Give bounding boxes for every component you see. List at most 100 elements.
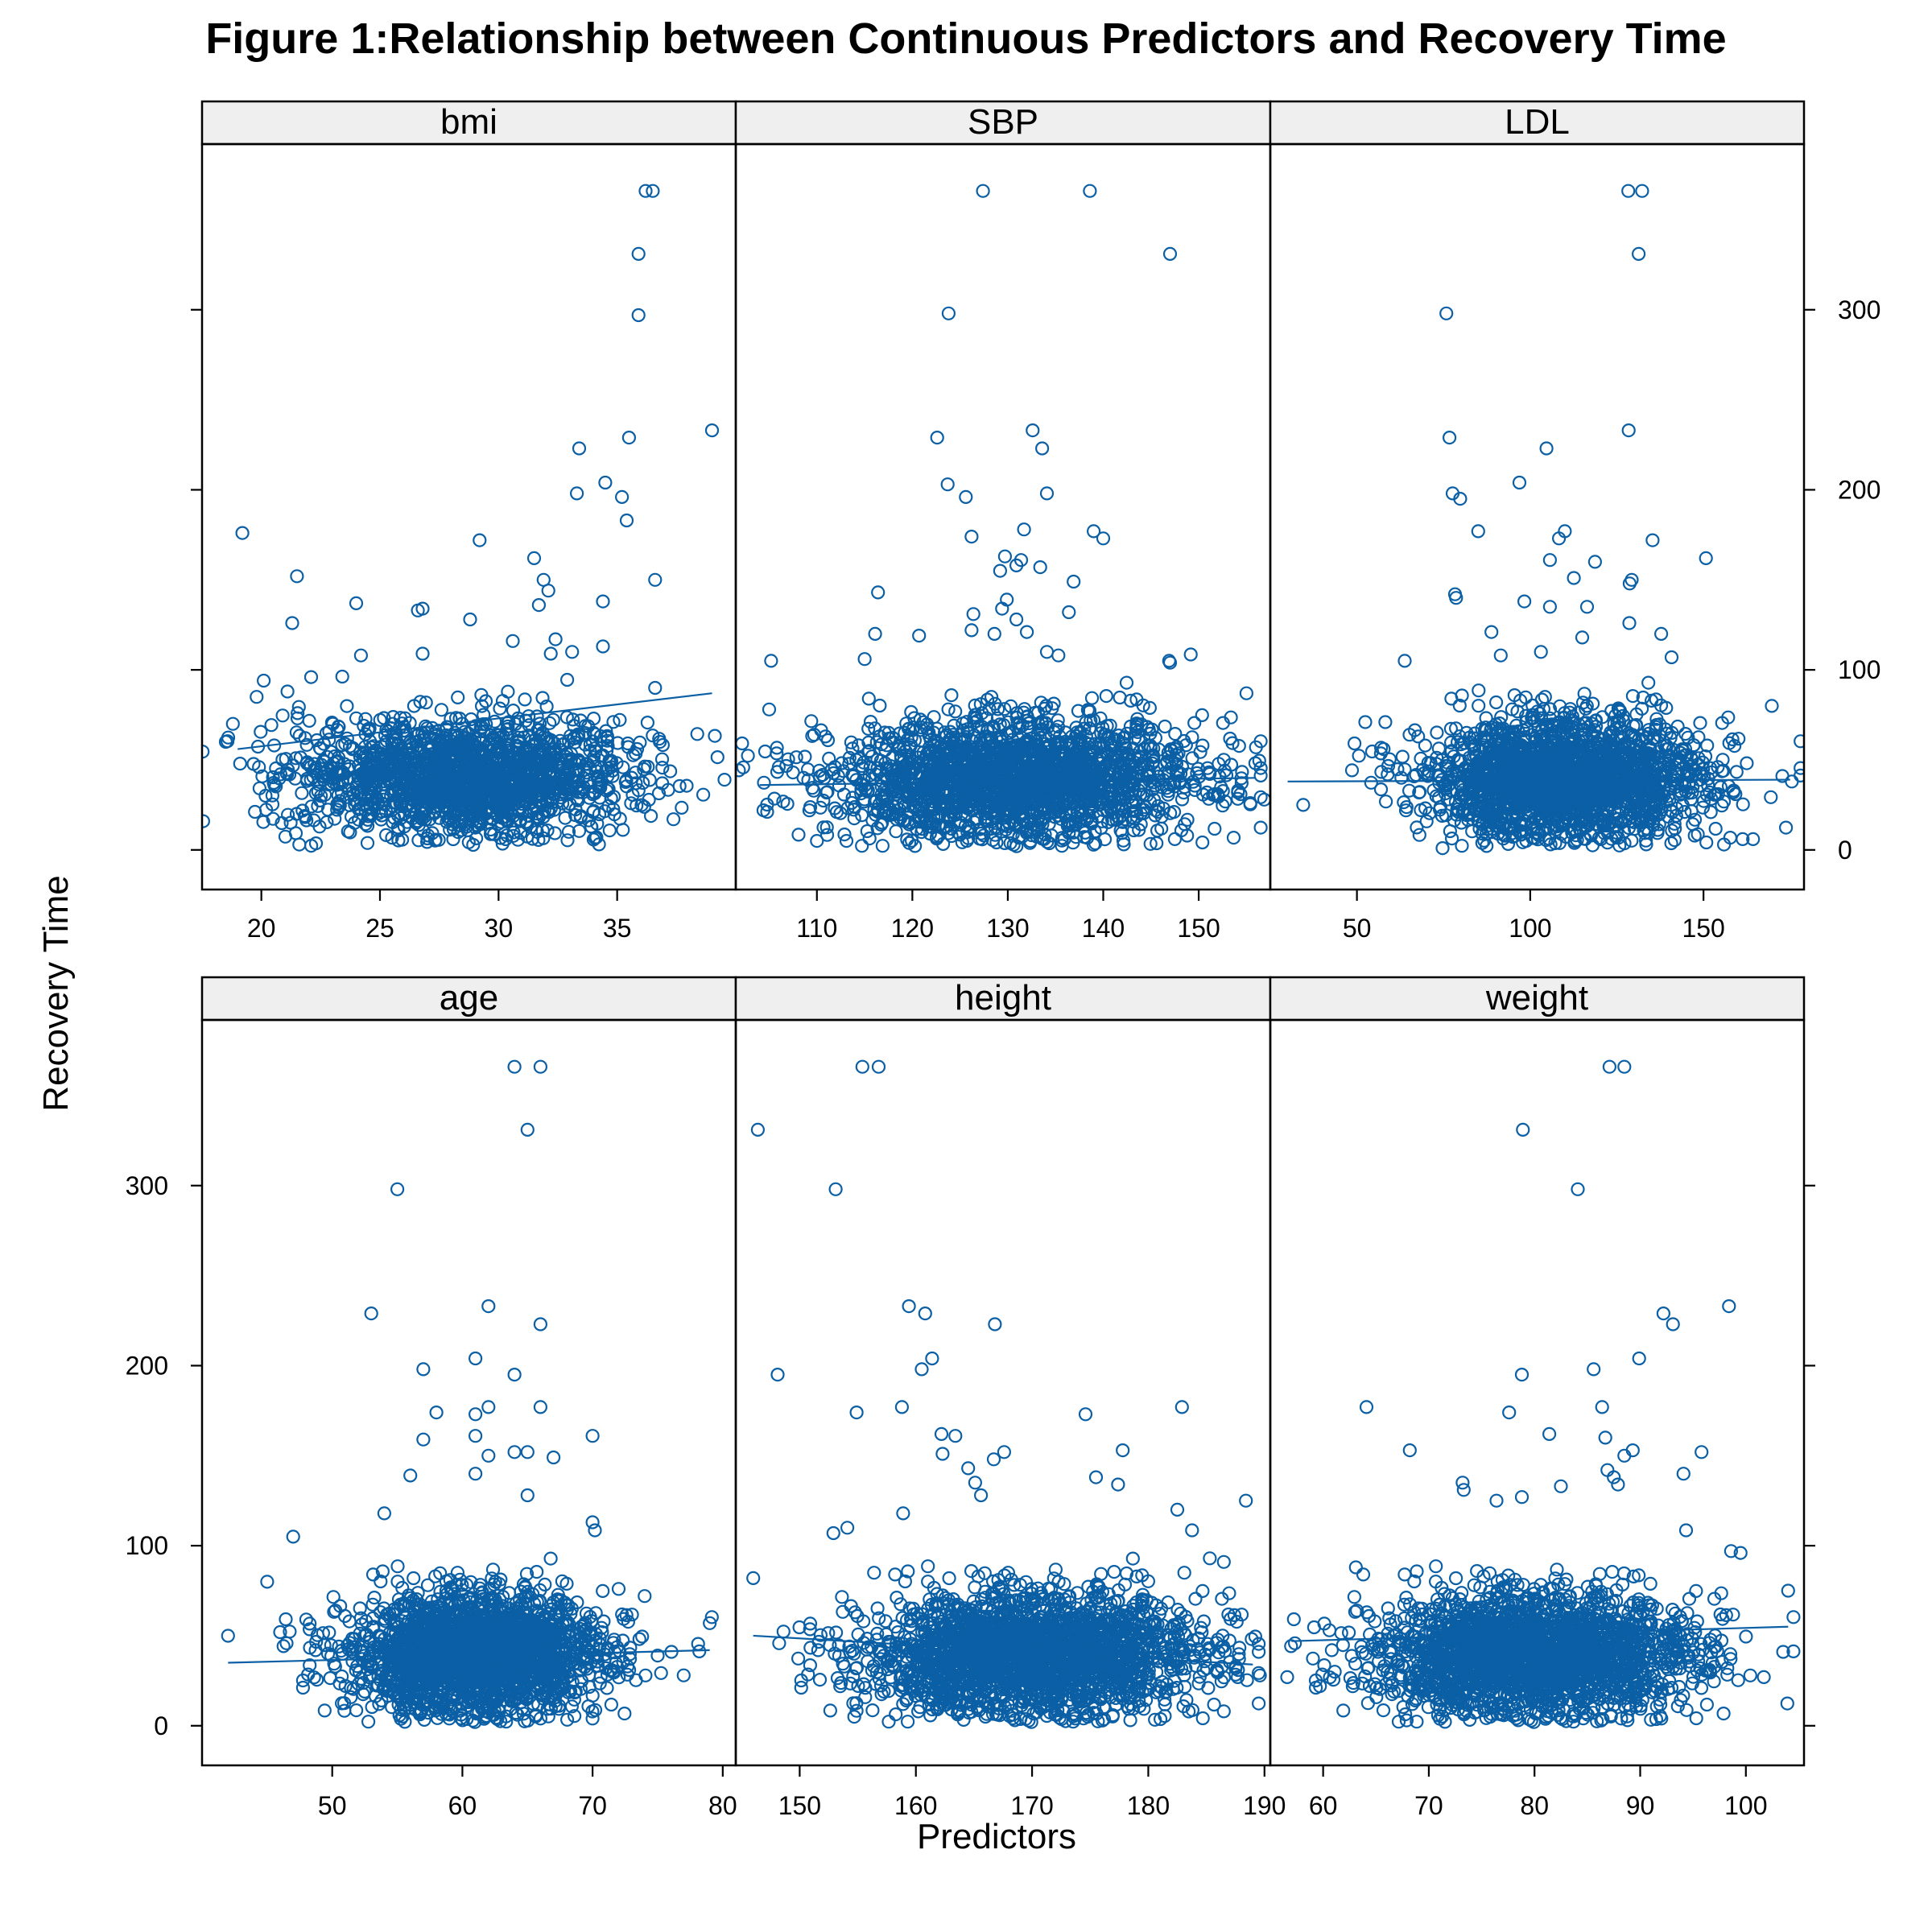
data-point [886, 806, 901, 820]
data-point [311, 784, 325, 799]
data-point [501, 721, 515, 737]
data-point [636, 775, 650, 791]
data-point [1430, 725, 1444, 740]
data-point [663, 764, 678, 778]
data-point [801, 773, 815, 787]
data-point [863, 714, 878, 729]
data-point [1143, 836, 1158, 851]
strip-bmi [200, 100, 737, 146]
data-point [605, 763, 620, 778]
data-point [975, 706, 989, 720]
data-point [1143, 741, 1158, 755]
x-tick-label: 130 [986, 914, 1029, 943]
data-point [1728, 738, 1742, 753]
data-point [565, 645, 580, 659]
data-point [980, 762, 996, 777]
data-point [1162, 655, 1178, 670]
data-point [1625, 688, 1641, 704]
data-point [993, 750, 1008, 766]
data-point [481, 782, 495, 797]
data-point [500, 741, 514, 756]
data-point [930, 430, 944, 445]
data-point [604, 791, 618, 806]
data-point [613, 811, 627, 826]
data-point [527, 750, 542, 765]
data-point [561, 824, 576, 839]
data-point [427, 727, 441, 741]
data-point [891, 807, 906, 822]
data-point [758, 744, 773, 759]
data-point [281, 762, 295, 777]
data-point [345, 742, 360, 757]
data-point [495, 694, 510, 708]
data-point [307, 763, 321, 778]
data-point [526, 551, 542, 566]
data-point [349, 596, 364, 611]
data-point [266, 775, 281, 791]
data-point [531, 832, 546, 848]
data-point [308, 836, 324, 851]
data-point [1084, 713, 1098, 728]
data-point [377, 774, 392, 789]
data-point [1725, 732, 1740, 747]
data-point [353, 749, 367, 764]
data-point [854, 808, 869, 823]
data-point [903, 762, 918, 776]
data-point [391, 833, 406, 848]
data-point [1136, 806, 1151, 821]
data-point [961, 831, 976, 845]
data-point [1012, 831, 1026, 845]
data-point [335, 669, 349, 684]
data-point [913, 712, 927, 727]
data-point [367, 796, 382, 811]
data-point [822, 751, 836, 766]
data-point [781, 752, 795, 766]
data-point [415, 601, 430, 616]
data-point [614, 489, 630, 505]
data-point [1195, 835, 1210, 850]
data-point [588, 786, 602, 801]
data-point [510, 738, 524, 753]
data-point [591, 772, 605, 786]
data-point [398, 767, 413, 782]
data-point [548, 632, 563, 646]
data-point [1226, 830, 1241, 845]
data-point [255, 769, 270, 784]
data-point [1082, 721, 1097, 736]
data-point [1055, 833, 1069, 848]
data-point [828, 760, 842, 774]
data-point [517, 730, 531, 745]
data-point [1764, 790, 1778, 804]
data-point [803, 799, 818, 815]
data-point [432, 752, 448, 767]
strip-label-LDL: LDL [1505, 102, 1570, 142]
data-point [818, 729, 833, 744]
data-point [1472, 699, 1486, 713]
data-point [254, 724, 268, 739]
data-point [390, 820, 405, 835]
data-point [974, 719, 989, 734]
data-point [547, 826, 562, 840]
data-point [1038, 827, 1052, 842]
data-point [583, 743, 597, 758]
data-point [918, 815, 932, 830]
data-point [1249, 740, 1263, 754]
data-point [939, 741, 954, 755]
data-point [736, 760, 750, 774]
data-point [510, 767, 525, 782]
data-point [586, 832, 601, 847]
data-point [467, 731, 482, 746]
data-point [870, 821, 885, 836]
data-point [1740, 756, 1754, 770]
data-point [871, 585, 886, 600]
data-point [428, 729, 443, 744]
data-point [1158, 719, 1172, 734]
data-point [1104, 812, 1120, 827]
data-point [898, 744, 913, 758]
data-point [813, 800, 828, 815]
data-point [1174, 823, 1189, 838]
data-point [328, 811, 342, 826]
data-point [304, 799, 319, 814]
data-point [736, 736, 749, 751]
data-point [999, 781, 1013, 796]
